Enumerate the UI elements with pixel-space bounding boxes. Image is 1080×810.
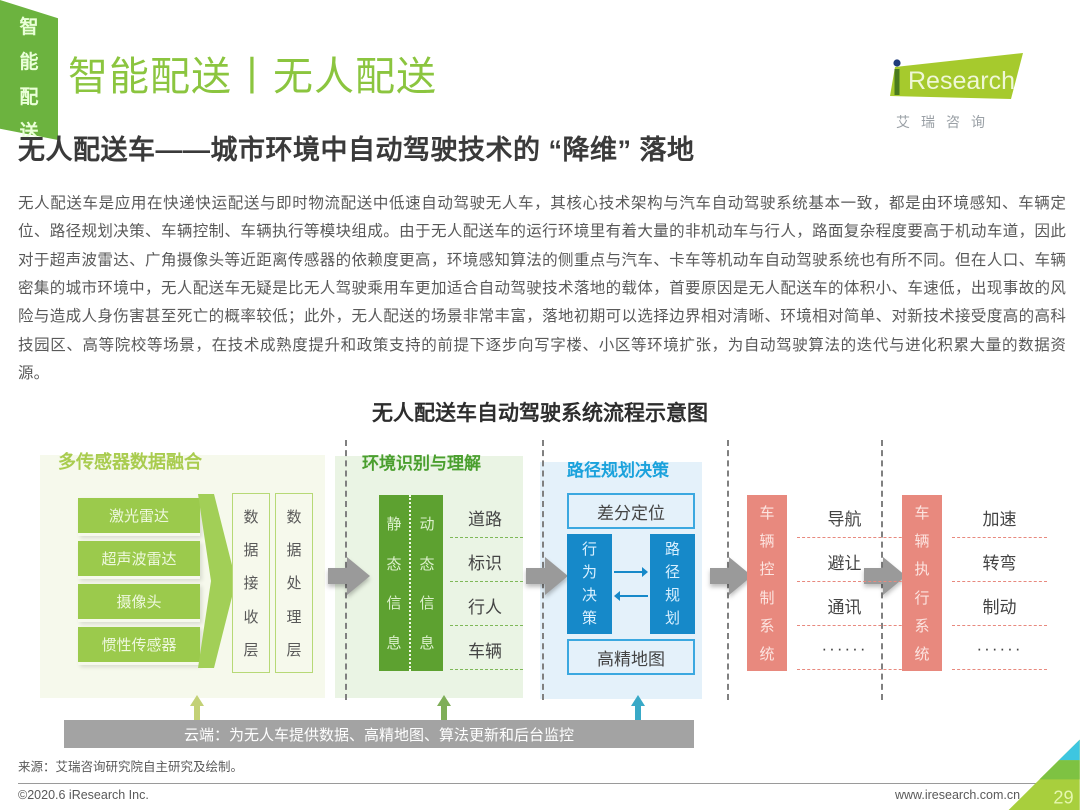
svg-text:29: 29: [1053, 787, 1073, 807]
svg-text:Research: Research: [908, 67, 1015, 95]
